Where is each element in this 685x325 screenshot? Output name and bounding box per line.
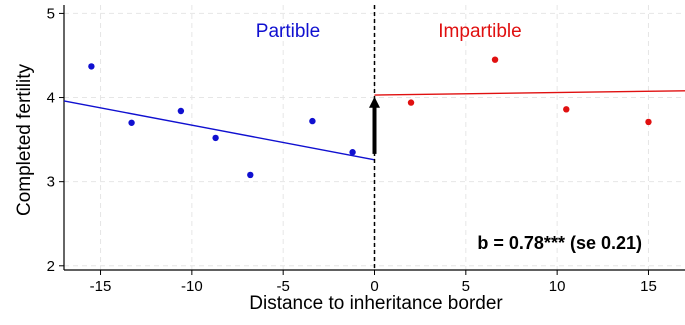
x-tick-label: 15 — [640, 278, 657, 295]
y-tick-label: 3 — [47, 174, 55, 191]
y-tick-label: 5 — [47, 5, 55, 22]
data-point-partible — [88, 63, 94, 69]
x-tick-label: 10 — [549, 278, 566, 295]
x-tick-label: -15 — [90, 278, 112, 295]
series-label-partible: Partible — [256, 21, 320, 42]
data-point-partible — [212, 135, 218, 141]
data-point-impartible — [408, 99, 414, 105]
data-point-partible — [128, 120, 134, 126]
x-axis-label: Distance to inheritance border — [249, 293, 503, 314]
effect-annotation: b = 0.78*** (se 0.21) — [477, 233, 642, 253]
y-axis-label: Completed fertility — [14, 63, 35, 216]
jump-arrow-head — [369, 97, 380, 108]
data-point-partible — [178, 108, 184, 114]
data-point-impartible — [563, 106, 569, 112]
data-point-partible — [349, 149, 355, 155]
data-points — [88, 56, 651, 178]
data-point-impartible — [645, 119, 651, 125]
data-point-partible — [309, 118, 315, 124]
series-label-impartible: Impartible — [438, 21, 521, 42]
fit-line-partible — [64, 101, 375, 160]
data-point-partible — [247, 172, 253, 178]
x-tick-label: -10 — [181, 278, 203, 295]
data-point-impartible — [492, 56, 498, 62]
y-tick-label: 2 — [47, 258, 55, 275]
y-tick-label: 4 — [47, 90, 55, 107]
fit-line-impartible — [375, 91, 685, 95]
